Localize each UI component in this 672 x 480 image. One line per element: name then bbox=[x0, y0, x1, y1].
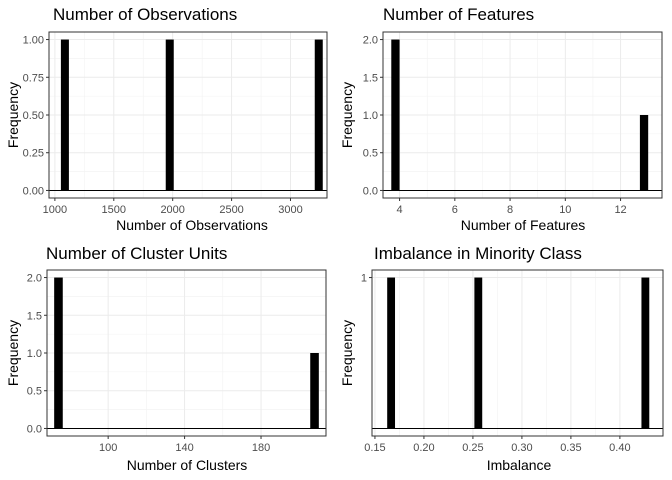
y-tick-label: 0.0 bbox=[363, 185, 378, 197]
y-axis-label: Frequency bbox=[339, 82, 355, 148]
histogram-bar bbox=[165, 39, 174, 191]
x-axis-label: Number of Clusters bbox=[127, 457, 248, 473]
y-axis-label: Frequency bbox=[339, 320, 355, 386]
x-axis-label: Number of Features bbox=[461, 217, 586, 233]
plot-background bbox=[372, 270, 663, 436]
histogram-bar bbox=[474, 277, 483, 429]
chart-observations: 1000 1500 2000 2500 3000 0.00 0.25 0.50 0.75 1.00… bbox=[5, 31, 328, 233]
x-tick-label: 10 bbox=[559, 204, 571, 216]
y-tick-label: 0.5 bbox=[27, 386, 42, 398]
histogram-bar bbox=[641, 277, 650, 429]
y-tick-label: 0.25 bbox=[23, 148, 44, 160]
y-tick-label: 0.50 bbox=[23, 110, 44, 122]
chart-title-features: Number of Features bbox=[383, 5, 535, 24]
x-tick-label: 2000 bbox=[160, 204, 184, 216]
y-tick-label: 1 bbox=[361, 273, 367, 285]
histogram-bar bbox=[387, 277, 396, 429]
x-tick-label: 0.15 bbox=[364, 442, 385, 454]
histogram-bar bbox=[54, 277, 63, 429]
y-tick-label: 0.00 bbox=[23, 185, 44, 197]
y-tick-label: 0.75 bbox=[23, 72, 44, 84]
x-tick-label: 2500 bbox=[219, 204, 243, 216]
chart-title-imbalance: Imbalance in Minority Class bbox=[374, 244, 582, 263]
x-tick-label: 3000 bbox=[278, 204, 302, 216]
chart-imbalance: 0.15 0.20 0.25 0.30 0.35 0.40 1 Imbalance Freque… bbox=[339, 269, 664, 473]
chart-features: 4 6 8 10 12 0.0 0.5 1.0 1.5 2.0 Number of Features… bbox=[339, 31, 663, 233]
x-tick-label: 180 bbox=[252, 442, 270, 454]
x-tick-label: 1500 bbox=[102, 204, 126, 216]
y-tick-label: 1.0 bbox=[27, 348, 42, 360]
chart-clusters: 100 140 180 0.0 0.5 1.0 1.5 2.0 Number of Cluste… bbox=[5, 269, 327, 473]
x-tick-label: 0.35 bbox=[560, 442, 581, 454]
y-tick-label: 1.5 bbox=[363, 72, 378, 84]
x-tick-label: 100 bbox=[99, 442, 117, 454]
x-tick-label: 0.40 bbox=[609, 442, 630, 454]
y-tick-label: 0.0 bbox=[27, 423, 42, 435]
x-tick-label: 12 bbox=[614, 204, 626, 216]
chart-title-observations: Number of Observations bbox=[53, 5, 238, 24]
y-tick-label: 0.5 bbox=[363, 148, 378, 160]
x-tick-label: 4 bbox=[397, 204, 403, 216]
plot-border bbox=[371, 269, 664, 437]
y-tick-label: 2.0 bbox=[363, 35, 378, 47]
x-tick-label: 0.25 bbox=[462, 442, 483, 454]
histogram-bar bbox=[391, 39, 400, 191]
x-tick-label: 8 bbox=[507, 204, 513, 216]
y-tick-label: 1.00 bbox=[23, 35, 44, 47]
histogram-bar bbox=[314, 39, 323, 191]
x-tick-label: 0.30 bbox=[511, 442, 532, 454]
histogram-bar bbox=[60, 39, 69, 191]
x-tick-label: 0.20 bbox=[413, 442, 434, 454]
x-axis-label: Number of Observations bbox=[116, 217, 268, 233]
y-tick-label: 2.0 bbox=[27, 273, 42, 285]
y-tick-label: 1.5 bbox=[27, 310, 42, 322]
y-tick-label: 1.0 bbox=[363, 110, 378, 122]
x-axis-label: Imbalance bbox=[487, 457, 552, 473]
y-axis-label: Frequency bbox=[5, 82, 21, 148]
x-tick-label: 1000 bbox=[43, 204, 67, 216]
y-axis-label: Frequency bbox=[5, 320, 21, 386]
histogram-bar bbox=[639, 115, 649, 191]
x-tick-label: 6 bbox=[452, 204, 458, 216]
x-tick-label: 140 bbox=[175, 442, 193, 454]
histogram-bar bbox=[310, 353, 319, 429]
chart-title-clusters: Number of Cluster Units bbox=[46, 244, 228, 263]
